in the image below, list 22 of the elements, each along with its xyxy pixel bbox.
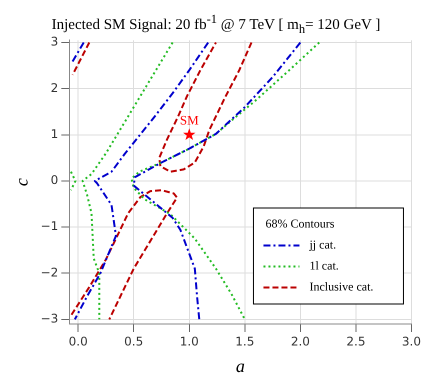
legend-label: jj cat. [308, 238, 336, 252]
x-axis-title: a [236, 356, 245, 376]
x-tick-label: 2.0 [290, 334, 310, 348]
legend-label: 1l cat. [309, 258, 339, 273]
chart-title: Injected SM Signal: 20 fb$^{-1}$ @ 7 TeV [ m$_{h}$= 120 GeV ] [50, 11, 382, 36]
x-tick-label: 0.5 [124, 334, 144, 348]
y-tick-label: 1 [50, 126, 58, 141]
y-tick-label: 2 [50, 80, 58, 95]
series-label: SM [180, 112, 200, 128]
x-tick-label: 1.5 [235, 334, 254, 348]
x-tick-label: 1.0 [180, 334, 199, 348]
x-tick-label: 3.0 [402, 334, 422, 348]
legend-label: Inclusive cat. [309, 280, 374, 294]
y-axis-title: c [12, 178, 32, 186]
y-tick-label: 0 [50, 173, 58, 188]
legend-title: 68% Contours [265, 216, 335, 231]
x-tick-label: 2.5 [346, 334, 366, 348]
y-tick-label: −2 [40, 265, 58, 280]
y-tick-label: 3 [50, 34, 58, 49]
y-tick-label: −1 [40, 219, 58, 234]
x-tick-label: 0.0 [68, 334, 88, 348]
y-tick-label: −3 [40, 312, 58, 326]
